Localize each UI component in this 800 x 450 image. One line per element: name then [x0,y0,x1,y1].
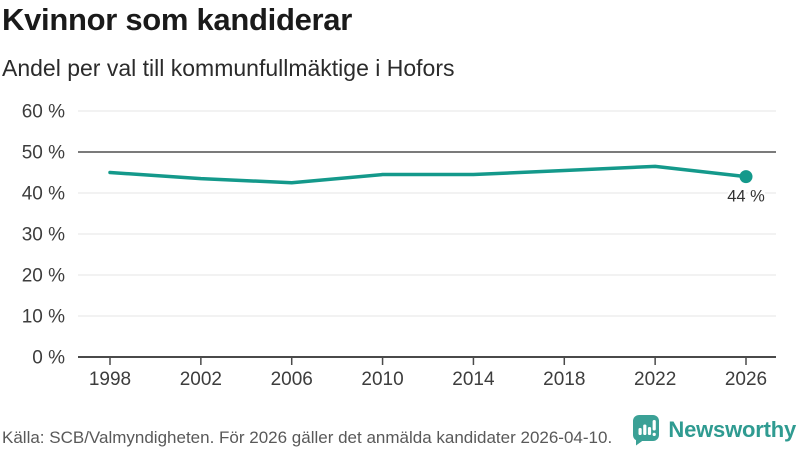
y-tick-label: 30 % [22,225,65,246]
newsworthy-bubble-chart-icon [633,415,660,446]
y-tick-label: 0 % [32,348,65,369]
x-tick-label: 2022 [634,369,676,390]
x-tick-label: 2006 [271,369,313,390]
data-line [108,164,748,185]
newsworthy-wordmark: Newsworthy [668,417,796,442]
x-tick-label: 2014 [452,369,495,390]
last-point-value-label: 44 % [727,188,765,206]
x-tick-label: 2018 [543,369,585,390]
x-tick-label: 1998 [89,369,131,390]
x-tick-label: 2026 [725,369,767,390]
y-tick-label: 60 % [22,102,65,123]
chart-subtitle: Andel per val till kommunfullmäktige i H… [2,55,455,81]
source-note: Källa: SCB/Valmyndigheten. För 2026 gäll… [2,428,613,447]
y-tick-label: 40 % [22,184,65,205]
y-tick-label: 10 % [22,307,65,328]
y-tick-label: 20 % [22,266,65,287]
y-tick-label: 50 % [22,143,65,164]
x-tick-label: 2010 [361,369,403,390]
chart-title: Kvinnor som kandiderar [2,2,352,37]
x-tick-label: 2002 [180,369,222,390]
newsworthy-logo: Newsworthy [632,414,796,446]
last-point-marker [739,170,753,184]
